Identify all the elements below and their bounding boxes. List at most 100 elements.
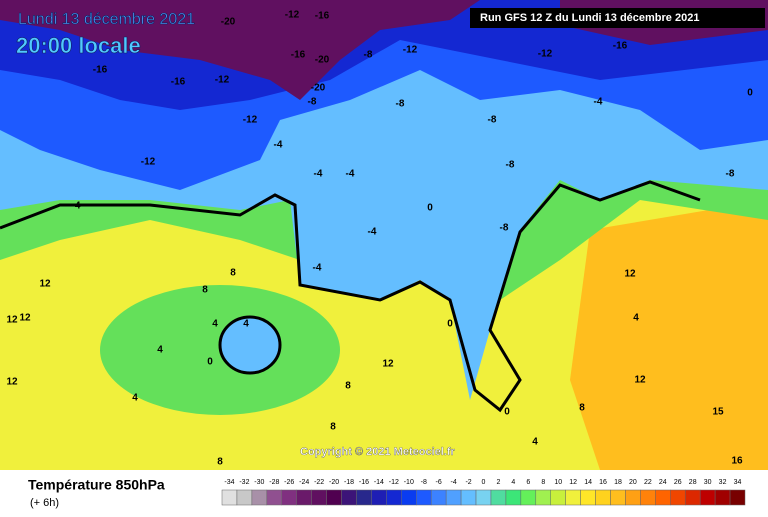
scale-label: 10 <box>554 479 562 486</box>
isotherm-label: 12 <box>39 279 51 290</box>
scale-swatch <box>520 489 537 506</box>
isotherm-label: -20 <box>311 83 326 94</box>
scale-label: 28 <box>689 479 697 486</box>
scale-label: -18 <box>344 479 354 486</box>
scale-label: -2 <box>465 479 471 486</box>
scale-label: -34 <box>224 479 234 486</box>
zero-isotherm <box>0 180 701 413</box>
scale-label: -4 <box>450 479 456 486</box>
scale-swatch <box>640 489 656 506</box>
isotherm-label: 12 <box>19 313 31 324</box>
isotherm-label: -8 <box>488 115 497 126</box>
scale-label: -22 <box>314 479 324 486</box>
run-info: Run GFS 12 Z du Lundi 13 décembre 2021 <box>480 12 699 24</box>
footer-lead: (+ 6h) <box>30 497 59 509</box>
scale-label: 4 <box>511 479 515 486</box>
isotherm-label: -8 <box>500 223 509 234</box>
scale-label: 6 <box>526 479 530 486</box>
scale-swatch <box>595 489 611 506</box>
isotherm-label: -12 <box>403 45 418 56</box>
isotherm-label: -12 <box>141 157 156 168</box>
scale-label: 16 <box>599 479 607 486</box>
isotherm-label: 8 <box>345 381 351 392</box>
scale-label: -26 <box>284 479 294 486</box>
isotherm-label: 12 <box>382 359 394 370</box>
scale-swatch <box>655 489 671 506</box>
scale-swatch <box>580 489 596 506</box>
scale-label: -14 <box>374 479 384 486</box>
isotherm-label: 0 <box>504 407 510 418</box>
isotherm-label: 12 <box>634 375 646 386</box>
isotherm-label: -4 <box>313 263 322 274</box>
isotherm-label: -4 <box>314 169 323 180</box>
isotherm-label: -16 <box>93 65 108 76</box>
scale-swatch <box>699 489 716 506</box>
scale-label: 18 <box>614 479 622 486</box>
isotherm-label: -4 <box>72 201 81 212</box>
isotherm-label: -8 <box>396 99 405 110</box>
isotherm-label: 4 <box>212 319 218 330</box>
scale-swatch <box>356 489 372 506</box>
isotherm-label: 4 <box>633 313 639 324</box>
scale-swatch <box>445 489 462 506</box>
scale-swatch <box>625 489 641 506</box>
isotherm-label: 0 <box>427 203 433 214</box>
scale-swatch <box>430 489 447 506</box>
isotherm-label: 4 <box>157 345 163 356</box>
run-box <box>470 8 765 28</box>
scale-label: -16 <box>359 479 369 486</box>
scale-label: 32 <box>719 479 727 486</box>
scale-swatch <box>714 489 731 506</box>
isotherm-label: -8 <box>364 50 373 61</box>
scale-label: -24 <box>299 479 309 486</box>
scale-label: -6 <box>436 479 442 486</box>
scale-swatch <box>460 489 477 506</box>
scale-swatch <box>371 489 387 506</box>
isotherm-label: -12 <box>215 75 230 86</box>
scale-label: -10 <box>404 479 414 486</box>
isotherm-label: 0 <box>207 357 213 368</box>
isotherm-label: -16 <box>171 77 186 88</box>
scale-label: -20 <box>329 479 339 486</box>
scale-swatch <box>266 489 283 506</box>
scale-label: 20 <box>629 479 637 486</box>
map <box>0 0 768 470</box>
scale-swatch <box>281 489 297 506</box>
scale-swatch <box>535 489 551 506</box>
isotherm-label: -4 <box>346 169 355 180</box>
isotherm-label: 0 <box>447 319 453 330</box>
scale-label: 26 <box>674 479 682 486</box>
scale-label: -28 <box>269 479 279 486</box>
scale-swatch <box>251 489 268 506</box>
scale-label: -30 <box>254 479 264 486</box>
isotherm-label: 4 <box>243 319 249 330</box>
isotherm-label: 8 <box>217 457 223 468</box>
map-time: 20:00 locale <box>16 33 141 58</box>
zero-isotherm <box>218 315 282 375</box>
scale-swatch <box>326 489 342 506</box>
isotherm-label: -8 <box>726 169 735 180</box>
isotherm-label: -12 <box>285 10 300 21</box>
isotherm-label: -4 <box>274 140 283 151</box>
isotherm-label: 12 <box>6 315 18 326</box>
isotherm-label: -16 <box>291 50 306 61</box>
isotherm-label: 12 <box>6 377 18 388</box>
isotherm-label: 4 <box>532 437 538 448</box>
coldest-area <box>0 0 480 100</box>
isotherm-label: -20 <box>221 17 236 28</box>
isotherm-label: -8 <box>506 160 515 171</box>
scale-swatch <box>670 489 686 506</box>
isotherm-label: 8 <box>230 268 236 279</box>
scale-swatch <box>221 489 238 506</box>
isotherm-label: 8 <box>202 285 208 296</box>
scale-swatch <box>416 489 432 506</box>
cool-area <box>220 317 280 373</box>
isotherm-label: 0 <box>747 88 753 99</box>
isotherm-label: 8 <box>330 422 336 433</box>
scale-label: 24 <box>659 479 667 486</box>
scale-label: -12 <box>389 479 399 486</box>
scale-swatch <box>565 489 581 506</box>
scale-label: 0 <box>482 479 486 486</box>
scale-label: -8 <box>421 479 427 486</box>
